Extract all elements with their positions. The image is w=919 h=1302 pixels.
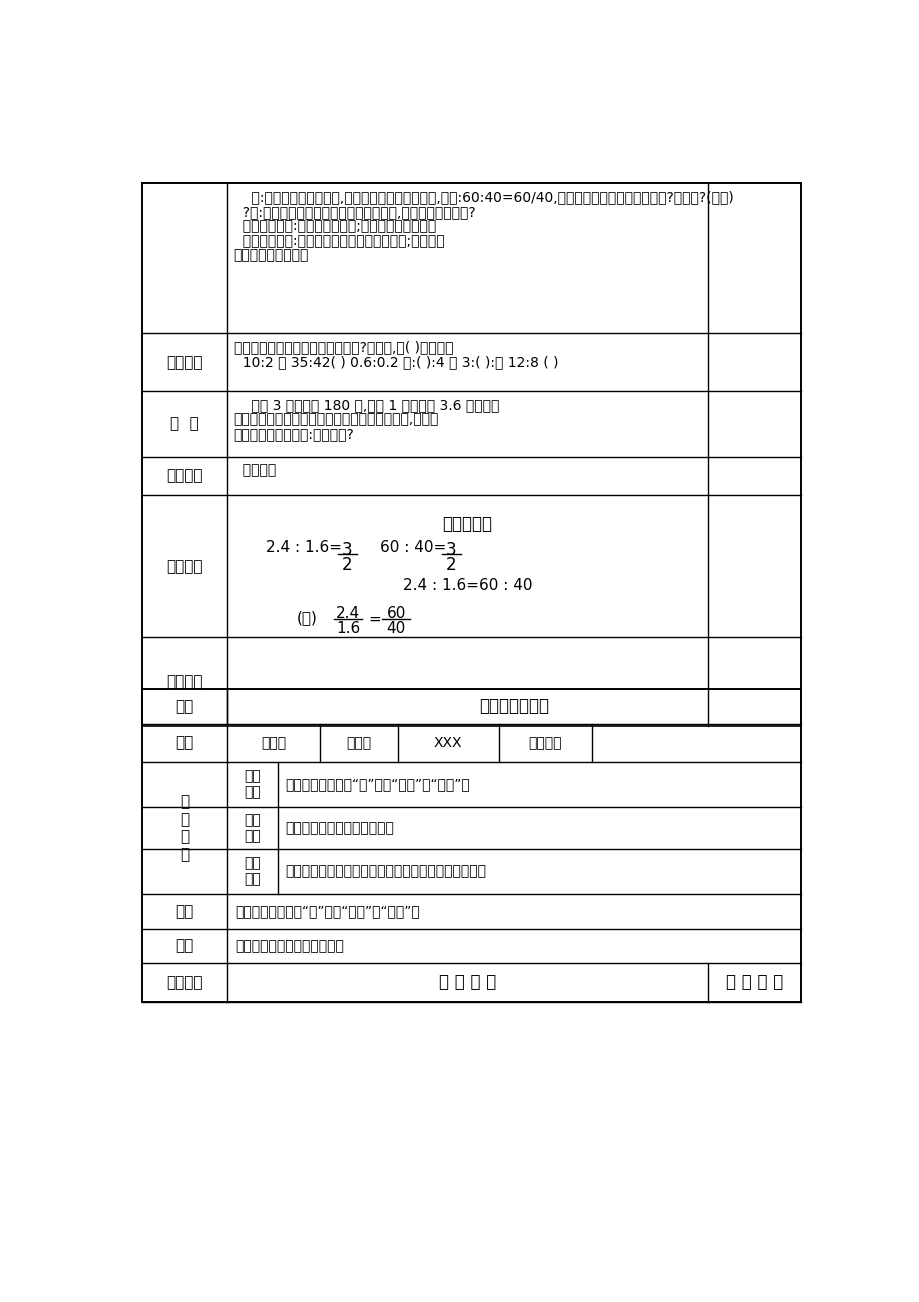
Text: 教学过程: 教学过程: [166, 975, 203, 990]
Text: 教 学 预 设: 教 学 预 设: [438, 974, 495, 991]
Text: 新授课: 新授课: [261, 736, 286, 750]
Text: 情感
目标: 情感 目标: [244, 857, 261, 887]
Text: 师:我们在学习比的时候,可以把比写成分数的形式,比如:60:40=60/40,那比例也能写成分数的形式吗?怎么写?(口答): 师:我们在学习比的时候,可以把比写成分数的形式,比如:60:40=60/40,那…: [233, 190, 732, 204]
Text: 10:2 和 35:42( ) 0.6:0.2 和:( ):4 和 3:( ):和 12:8 ( ): 10:2 和 35:42( ) 0.6:0.2 和:( ):4 和 3:( ):…: [233, 355, 558, 368]
Text: 教学札记: 教学札记: [166, 674, 203, 689]
Text: 教
学
目
标: 教 学 目 标: [180, 794, 189, 862]
Text: 60 : 40=: 60 : 40=: [380, 540, 446, 555]
Text: 不能组成比例。请问:谁说的对?: 不能组成比例。请问:谁说的对?: [233, 427, 354, 441]
Text: XXX: XXX: [434, 736, 462, 750]
Text: 拓展应用: 拓展应用: [166, 354, 203, 370]
Text: 能力
目标: 能力 目标: [244, 812, 261, 844]
Text: 2.4 : 1.6=: 2.4 : 1.6=: [266, 540, 342, 555]
Text: 会应用比例的基本性质正确判断两个比能否组成比例。: 会应用比例的基本性质正确判断两个比能否组成比例。: [285, 865, 486, 879]
Text: 课题: 课题: [176, 699, 194, 713]
Text: 总  结: 总 结: [170, 417, 199, 431]
Bar: [142, 184, 800, 727]
Text: 执教时间: 执教时间: [528, 736, 562, 750]
Text: 比例的意义: 比例的意义: [442, 516, 492, 533]
Bar: [142, 689, 800, 1001]
Text: 比例的基本性质: 比例的基本性质: [479, 698, 549, 715]
Text: 备课人: 备课人: [346, 736, 371, 750]
Text: 3: 3: [446, 542, 456, 560]
Text: 课型: 课型: [176, 736, 194, 750]
Text: 60: 60: [386, 605, 405, 621]
Text: (或): (或): [297, 611, 318, 625]
Text: 难点: 难点: [176, 939, 194, 953]
Text: 强说他们各自所走的路程和时间的比能组成比例,小刚说: 强说他们各自所走的路程和时间的比能组成比例,小刚说: [233, 413, 438, 427]
Text: 2.4 : 1.6=60 : 40: 2.4 : 1.6=60 : 40: [403, 578, 532, 594]
Text: 使学生认识比例的“项”以及“内项”和“外项”。: 使学生认识比例的“项”以及“内项”和“外项”。: [235, 904, 419, 918]
Text: 下面哪些组的两个比可以组成比例?如果能,在( )打对号。: 下面哪些组的两个比可以组成比例?如果能,在( )打对号。: [233, 340, 452, 354]
Text: 知识
目标: 知识 目标: [244, 769, 261, 799]
Text: 使学生认识比例的“项”以及“内项”和“外项”。: 使学生认识比例的“项”以及“内项”和“外项”。: [285, 777, 470, 792]
Text: 2.4: 2.4: [335, 605, 360, 621]
Text: 重点: 重点: [176, 904, 194, 919]
Text: 2: 2: [342, 556, 352, 574]
Text: 做一做。: 做一做。: [233, 464, 276, 478]
Text: =: =: [368, 612, 380, 628]
Text: 小强 3 分钟走了 180 米,小刚 1 小时走了 3.6 千米。小: 小强 3 分钟走了 180 米,小刚 1 小时走了 3.6 千米。小: [233, 398, 498, 411]
Text: 2: 2: [446, 556, 456, 574]
Text: 从形式上区分:比由两个数组成;比例由四个数组成。: 从形式上区分:比由两个数组成;比例由四个数组成。: [233, 219, 436, 233]
Text: 3: 3: [342, 542, 352, 560]
Text: 理解并掌握比例的基本性质。: 理解并掌握比例的基本性质。: [285, 822, 394, 835]
Text: 40: 40: [386, 621, 405, 635]
Text: 作业布置: 作业布置: [166, 469, 203, 483]
Text: 两个比相等的式子。: 两个比相等的式子。: [233, 249, 309, 263]
Text: 板书设计: 板书设计: [166, 559, 203, 574]
Text: ?师:我们刚才一直在强调比和比例的联系,那么比就是比例吗?: ?师:我们刚才一直在强调比和比例的联系,那么比就是比例吗?: [233, 204, 475, 219]
Text: 个 性 修 改: 个 性 修 改: [725, 974, 782, 991]
Text: 1.6: 1.6: [335, 621, 360, 635]
Text: 理解并掌握比例的基本性质。: 理解并掌握比例的基本性质。: [235, 939, 344, 953]
Text: 从意义上区分:比表示两个数之间的倍数关系;比例表示: 从意义上区分:比表示两个数之间的倍数关系;比例表示: [233, 234, 444, 247]
